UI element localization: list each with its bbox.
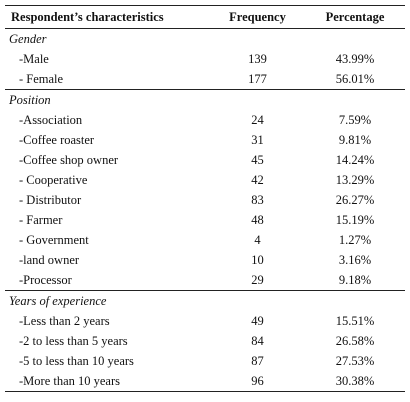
row-frequency: 49 (251, 314, 264, 328)
row-frequency: 84 (251, 334, 264, 348)
row-percentage: 3.16% (338, 253, 372, 267)
table-row: - Cooperative 42 13.29% (5, 170, 405, 190)
row-percentage: 27.53% (335, 354, 375, 368)
row-frequency: 10 (251, 253, 264, 267)
row-label: -Coffee shop owner (19, 153, 119, 167)
row-percentage: 15.51% (335, 314, 375, 328)
row-frequency: 24 (251, 113, 264, 127)
header-frequency: Frequency (210, 5, 305, 29)
header-row: Respondent’s characteristics Frequency P… (5, 5, 405, 29)
group-title: Position (5, 89, 405, 110)
row-frequency: 139 (248, 52, 267, 66)
table-row: -Processor 29 9.18% (5, 270, 405, 291)
row-label: -More than 10 years (5, 371, 210, 392)
row-percentage: 56.01% (335, 72, 375, 86)
row-frequency: 96 (210, 371, 305, 392)
row-label: -land owner (19, 253, 80, 267)
group-row-position: Position (5, 89, 405, 110)
row-percentage: 7.59% (338, 113, 372, 127)
header-characteristics: Respondent’s characteristics (5, 5, 210, 29)
row-frequency: 42 (251, 173, 264, 187)
table-row: - Distributor 83 26.27% (5, 190, 405, 210)
row-label: -Processor (19, 273, 72, 287)
row-percentage: 26.27% (335, 193, 375, 207)
row-frequency: 87 (251, 354, 264, 368)
row-frequency: 4 (254, 233, 261, 247)
row-percentage: 13.29% (335, 173, 375, 187)
row-frequency: 29 (251, 273, 264, 287)
row-label: -Association (19, 113, 83, 127)
row-label: -Male (19, 52, 49, 66)
row-label: -5 to less than 10 years (19, 354, 134, 368)
group-row-gender: Gender (5, 29, 405, 50)
table-row: -More than 10 years 96 30.38% (5, 371, 405, 392)
table-row: -Male 139 43.99% (5, 49, 405, 69)
row-label: - Female (19, 72, 64, 86)
table-row: -2 to less than 5 years 84 26.58% (5, 331, 405, 351)
table-row: -Coffee shop owner 45 14.24% (5, 150, 405, 170)
row-label: -2 to less than 5 years (19, 334, 128, 348)
row-frequency: 45 (251, 153, 264, 167)
row-percentage: 43.99% (335, 52, 375, 66)
row-percentage: 30.38% (305, 371, 405, 392)
row-label: - Government (19, 233, 89, 247)
table-row: -Less than 2 years 49 15.51% (5, 311, 405, 331)
table-row: - Government 4 1.27% (5, 230, 405, 250)
respondent-characteristics-table: Respondent’s characteristics Frequency P… (5, 5, 405, 392)
group-row-years-of-experience: Years of experience (5, 290, 405, 311)
row-frequency: 83 (251, 193, 264, 207)
row-label: -Coffee roaster (19, 133, 95, 147)
row-percentage: 1.27% (338, 233, 372, 247)
table-row: -Coffee roaster 31 9.81% (5, 130, 405, 150)
group-title: Years of experience (5, 290, 405, 311)
table-row: -land owner 10 3.16% (5, 250, 405, 270)
row-frequency: 177 (248, 72, 267, 86)
row-percentage: 26.58% (335, 334, 375, 348)
row-label: - Cooperative (19, 173, 88, 187)
row-percentage: 14.24% (335, 153, 375, 167)
row-label: -Less than 2 years (19, 314, 110, 328)
header-percentage: Percentage (305, 5, 405, 29)
group-title: Gender (9, 32, 47, 46)
table-row: -Association 24 7.59% (5, 110, 405, 130)
table-row: - Female 177 56.01% (5, 69, 405, 90)
table-row: - Farmer 48 15.19% (5, 210, 405, 230)
row-percentage: 15.19% (335, 213, 375, 227)
row-frequency: 31 (251, 133, 264, 147)
table-row: -5 to less than 10 years 87 27.53% (5, 351, 405, 371)
row-percentage: 9.81% (338, 133, 372, 147)
row-label: - Farmer (19, 213, 63, 227)
row-percentage: 9.18% (338, 273, 372, 287)
row-label: - Distributor (19, 193, 82, 207)
row-frequency: 48 (251, 213, 264, 227)
